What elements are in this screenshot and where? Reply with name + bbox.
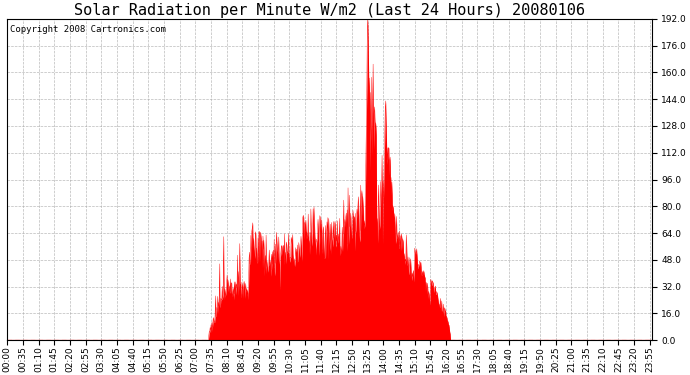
Title: Solar Radiation per Minute W/m2 (Last 24 Hours) 20080106: Solar Radiation per Minute W/m2 (Last 24… [74,3,585,18]
Text: Copyright 2008 Cartronics.com: Copyright 2008 Cartronics.com [10,26,166,34]
